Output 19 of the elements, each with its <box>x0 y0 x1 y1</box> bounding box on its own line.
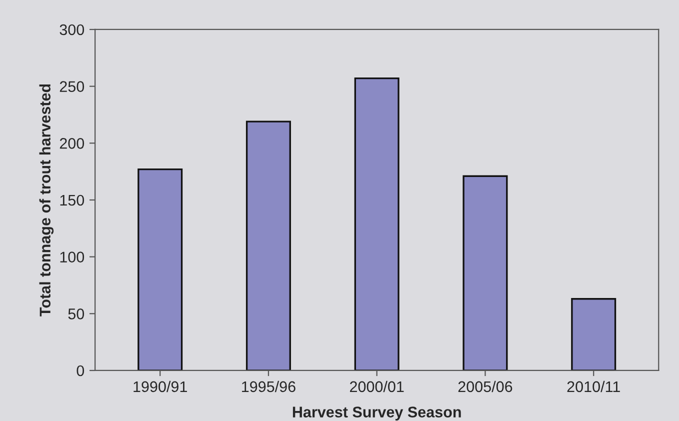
y-tick-label: 200 <box>60 138 84 149</box>
y-tick-label: 150 <box>60 194 84 206</box>
y-tick-label: 250 <box>60 81 84 92</box>
x-axis-title: Harvest Survey Season <box>292 406 461 420</box>
y-axis-title: Total tonnage of trout harvested <box>39 84 54 316</box>
bar <box>246 120 291 370</box>
bar <box>462 175 508 370</box>
bar <box>571 298 616 370</box>
x-tick-label: 1995/96 <box>242 380 296 392</box>
y-tick-label: 300 <box>60 24 84 36</box>
y-tick-label: 0 <box>76 365 84 376</box>
x-tick-label: 2010/11 <box>567 380 620 392</box>
y-tick-label: 100 <box>60 252 84 262</box>
y-tick-label: 50 <box>68 308 84 320</box>
x-tick-label: 2000/01 <box>350 380 404 392</box>
x-tick-label: 2005/06 <box>458 380 512 392</box>
x-tick-label: 1990/91 <box>134 380 187 392</box>
bar <box>138 168 183 370</box>
bar <box>354 78 400 370</box>
